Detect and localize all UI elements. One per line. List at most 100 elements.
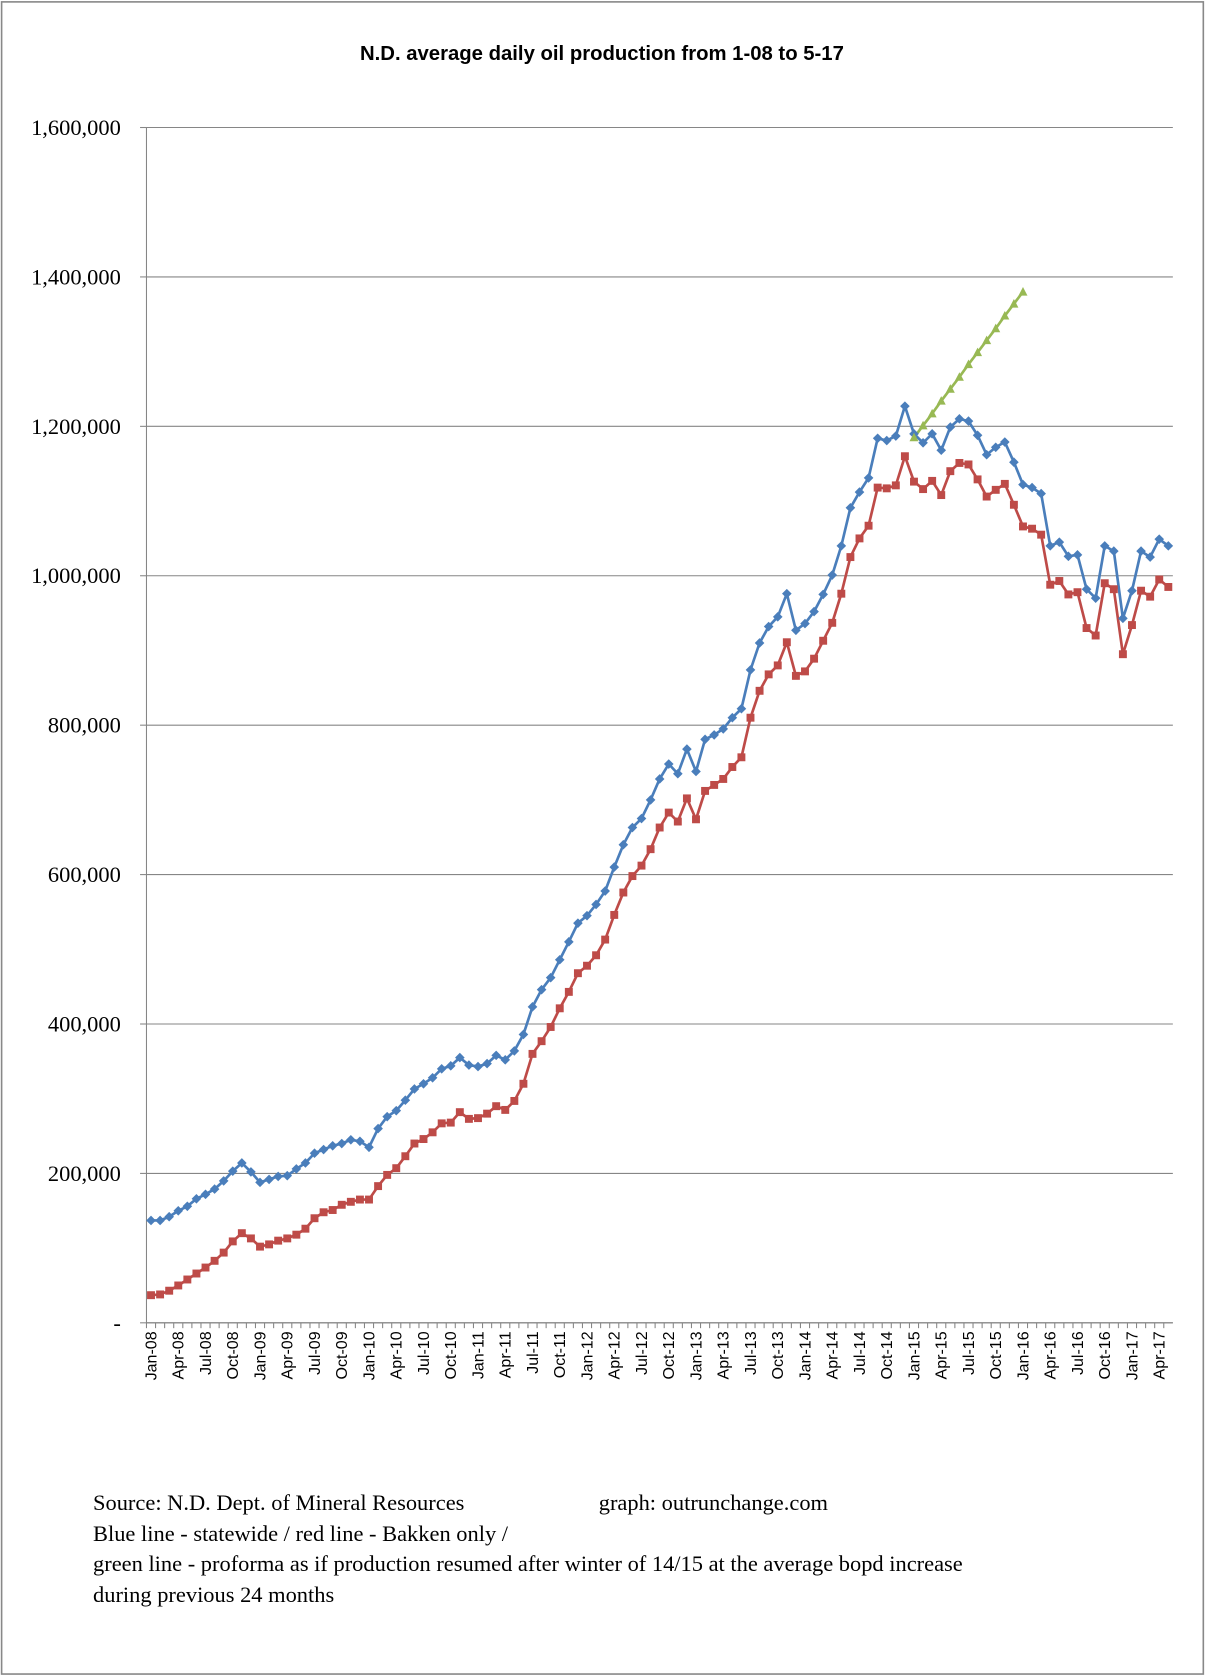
data-point — [791, 671, 800, 680]
data-point — [1091, 631, 1100, 640]
data-point — [510, 1096, 519, 1105]
data-point — [700, 734, 710, 745]
data-point — [764, 670, 773, 679]
data-point — [1027, 482, 1037, 493]
data-point — [918, 437, 928, 448]
data-point — [492, 1102, 501, 1111]
data-point — [237, 1229, 246, 1238]
data-point — [682, 794, 691, 803]
data-point — [882, 484, 891, 493]
data-point — [928, 476, 937, 485]
x-tick-label: Oct-13 — [769, 1331, 787, 1379]
data-point — [382, 1111, 392, 1122]
data-point — [1164, 583, 1173, 591]
x-tick-label: Oct-16 — [1096, 1331, 1114, 1379]
data-point — [1064, 590, 1073, 599]
data-point — [228, 1237, 237, 1246]
data-point — [554, 954, 565, 965]
data-point — [618, 839, 629, 850]
y-tick-label: 1,200,000 — [31, 414, 121, 439]
data-point — [1055, 577, 1064, 585]
data-point — [801, 667, 809, 676]
data-point — [864, 521, 873, 530]
data-point — [474, 1114, 482, 1123]
data-point — [1082, 624, 1091, 633]
data-point — [1009, 500, 1018, 509]
x-tick-label: Apr-14 — [824, 1331, 842, 1379]
x-tick-label: Apr-08 — [170, 1331, 188, 1379]
data-point — [872, 433, 883, 444]
data-point — [927, 429, 937, 439]
data-point — [555, 1004, 564, 1013]
data-point — [763, 621, 774, 632]
data-point — [663, 759, 674, 769]
x-tick-label: Jul-16 — [1069, 1331, 1087, 1375]
data-point — [401, 1152, 410, 1161]
data-point — [365, 1195, 373, 1204]
data-point — [819, 636, 828, 645]
data-point — [728, 763, 737, 771]
data-point — [1046, 580, 1055, 589]
data-point — [545, 972, 556, 983]
data-point — [428, 1128, 437, 1137]
data-point — [519, 1079, 528, 1088]
data-point — [654, 774, 665, 784]
chart-title: N.D. average daily oil production from 1… — [360, 43, 844, 65]
data-point — [990, 442, 1001, 453]
data-point — [709, 730, 719, 740]
data-point — [1073, 588, 1082, 597]
data-point — [192, 1269, 201, 1278]
data-point — [274, 1236, 283, 1245]
data-point — [927, 408, 937, 418]
y-tick-label: 200,000 — [48, 1161, 121, 1186]
data-point — [156, 1290, 165, 1299]
x-tick-label: Apr-12 — [606, 1331, 624, 1379]
x-tick-label: Jul-11 — [524, 1331, 542, 1374]
data-point — [719, 775, 728, 783]
data-point — [355, 1195, 364, 1204]
x-tick-label: Jan-12 — [578, 1331, 596, 1380]
data-point — [419, 1135, 428, 1144]
y-tick-label: 600,000 — [48, 862, 121, 887]
data-point — [537, 1037, 546, 1046]
data-point — [1155, 575, 1164, 584]
data-point — [310, 1214, 319, 1223]
data-point — [446, 1118, 455, 1127]
x-tick-label: Oct-10 — [442, 1331, 460, 1379]
credit-note: graph: outrunchange.com — [599, 1490, 829, 1515]
data-point — [210, 1256, 219, 1265]
data-point — [483, 1109, 492, 1118]
x-tick-label: Oct-09 — [333, 1331, 351, 1379]
data-point — [464, 1114, 473, 1123]
y-tick-label: 800,000 — [48, 713, 121, 738]
x-tick-label: Jan-13 — [687, 1331, 705, 1380]
data-point — [754, 638, 765, 648]
data-point — [265, 1240, 274, 1249]
data-point — [918, 420, 928, 430]
data-point — [301, 1224, 310, 1233]
x-tick-label: Jan-08 — [142, 1331, 160, 1380]
data-point — [619, 888, 628, 897]
x-tick-label: Oct-12 — [660, 1331, 678, 1379]
data-point — [946, 467, 955, 476]
data-point — [955, 458, 964, 467]
data-point — [810, 654, 819, 663]
x-tick-label: Jan-14 — [796, 1331, 814, 1380]
x-tick-label: Jul-15 — [960, 1331, 978, 1375]
data-point — [637, 861, 646, 870]
data-point — [1009, 299, 1019, 308]
data-point — [682, 744, 692, 754]
data-point — [319, 1208, 328, 1217]
data-point — [1109, 546, 1119, 556]
data-point — [1128, 621, 1136, 630]
x-tick-label: Jul-09 — [306, 1331, 324, 1375]
data-point — [782, 638, 791, 647]
data-point — [692, 815, 700, 824]
data-point — [881, 435, 892, 446]
data-point — [501, 1105, 510, 1114]
data-point — [1000, 437, 1010, 447]
data-point — [691, 766, 701, 777]
data-point — [845, 502, 856, 513]
data-point — [373, 1123, 383, 1134]
data-point — [609, 862, 620, 872]
